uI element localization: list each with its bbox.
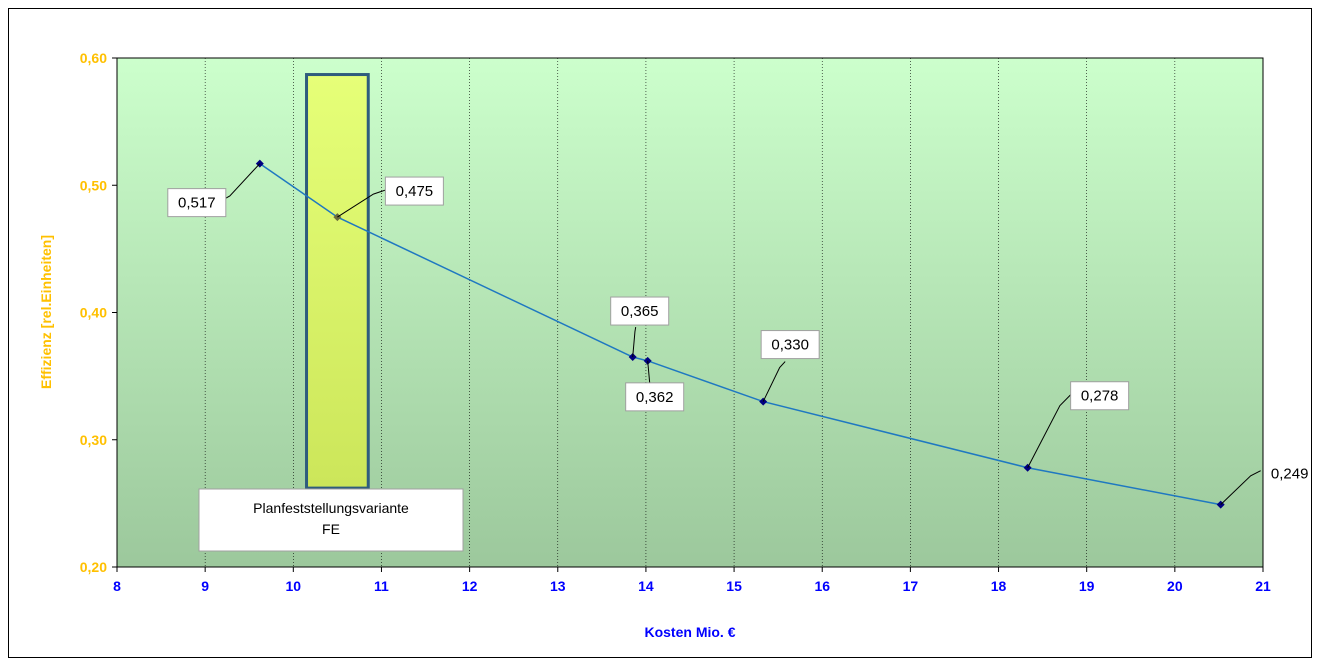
- x-tick-label: 10: [286, 578, 302, 594]
- data-label-box-1: [384, 176, 444, 206]
- x-tick-label: 15: [726, 578, 742, 594]
- x-axis-title: Kosten Mio. €: [644, 624, 735, 640]
- chart-frame: 0,20 0,30 0,40 0,50 0,60 8 9 10 11 12 13 14 15 16 17 1…: [8, 8, 1312, 658]
- x-tick-label: 14: [638, 578, 654, 594]
- data-label-box-0: [167, 188, 227, 218]
- x-tick-label: 9: [201, 578, 209, 594]
- data-label-2: 0,365: [621, 303, 659, 320]
- annotation-box: Planfeststellungsvariante FE: [198, 488, 464, 552]
- y-tick-label: 0,30: [80, 432, 107, 448]
- data-label-6: 0,249: [1271, 466, 1309, 483]
- x-tick-label: 17: [903, 578, 919, 594]
- y-tick-label: 0,50: [80, 177, 107, 193]
- x-tick-label: 19: [1079, 578, 1095, 594]
- data-label-0: 0,517: [178, 195, 216, 212]
- x-tick-label: 11: [374, 578, 389, 594]
- data-labels: 0,517 0,475 0,365 0,362 0,330 0,278 0,249: [167, 163, 1309, 506]
- y-tick-label: 0,40: [80, 305, 107, 321]
- data-label-3: 0,362: [636, 389, 674, 406]
- data-label-4: 0,330: [771, 337, 809, 354]
- x-tick-label: 20: [1167, 578, 1183, 594]
- data-label-box-4: [760, 330, 820, 360]
- leader-line-6: [1220, 470, 1261, 506]
- y-tick-label: 0,20: [80, 559, 107, 575]
- data-label-5: 0,278: [1081, 388, 1119, 405]
- highlight-band: [305, 73, 370, 490]
- data-label-box-2: [610, 296, 670, 326]
- leader-line-4: [762, 361, 786, 402]
- y-axis-title: Effizienz [rel.Einheiten]: [38, 235, 54, 389]
- leader-line-2: [632, 326, 637, 358]
- y-axis-ticks: 0,20 0,30 0,40 0,50 0,60: [80, 50, 117, 575]
- y-tick-label: 0,60: [80, 50, 107, 66]
- x-tick-label: 18: [991, 578, 1007, 594]
- x-tick-label: 21: [1255, 578, 1271, 594]
- chart-svg: 0,20 0,30 0,40 0,50 0,60 8 9 10 11 12 13 14 15 16 17 1…: [38, 50, 1309, 640]
- grid-lines: [204, 58, 1176, 567]
- annotation-line-2: FE: [322, 521, 340, 537]
- x-tick-label: 8: [113, 578, 121, 594]
- annotation-box-frame: [198, 488, 464, 552]
- data-label-box-3: [625, 382, 685, 412]
- x-tick-label: 12: [462, 578, 478, 594]
- data-label-box-5: [1070, 381, 1130, 411]
- leader-line-5: [1027, 394, 1071, 468]
- x-tick-label: 16: [814, 578, 830, 594]
- leader-line-1: [337, 189, 386, 218]
- x-axis-ticks: 8 9 10 11 12 13 14 15 16 17 18 19 20 21: [113, 567, 1271, 594]
- data-label-1: 0,475: [396, 183, 434, 200]
- annotation-line-1: Planfeststellungsvariante: [253, 500, 409, 516]
- x-tick-label: 13: [550, 578, 566, 594]
